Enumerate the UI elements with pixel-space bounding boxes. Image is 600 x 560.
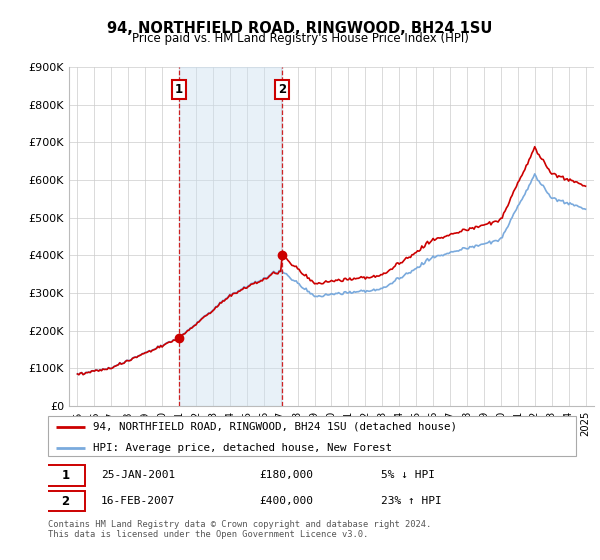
Text: £180,000: £180,000 (259, 470, 313, 480)
Text: 2: 2 (61, 494, 70, 507)
Text: 23% ↑ HPI: 23% ↑ HPI (380, 496, 442, 506)
FancyBboxPatch shape (46, 491, 85, 511)
FancyBboxPatch shape (46, 465, 85, 486)
Text: HPI: Average price, detached house, New Forest: HPI: Average price, detached house, New … (93, 442, 392, 452)
Text: 94, NORTHFIELD ROAD, RINGWOOD, BH24 1SU: 94, NORTHFIELD ROAD, RINGWOOD, BH24 1SU (107, 21, 493, 36)
Text: 1: 1 (61, 469, 70, 482)
FancyBboxPatch shape (48, 416, 576, 456)
Text: Price paid vs. HM Land Registry's House Price Index (HPI): Price paid vs. HM Land Registry's House … (131, 32, 469, 45)
Text: Contains HM Land Registry data © Crown copyright and database right 2024.
This d: Contains HM Land Registry data © Crown c… (48, 520, 431, 539)
Text: 25-JAN-2001: 25-JAN-2001 (101, 470, 175, 480)
Bar (179, 67, 282, 406)
Text: 2: 2 (278, 83, 286, 96)
Text: 94, NORTHFIELD ROAD, RINGWOOD, BH24 1SU (detached house): 94, NORTHFIELD ROAD, RINGWOOD, BH24 1SU … (93, 422, 457, 432)
Text: 1: 1 (175, 83, 183, 96)
Text: 5% ↓ HPI: 5% ↓ HPI (380, 470, 434, 480)
Text: £400,000: £400,000 (259, 496, 313, 506)
Text: 16-FEB-2007: 16-FEB-2007 (101, 496, 175, 506)
